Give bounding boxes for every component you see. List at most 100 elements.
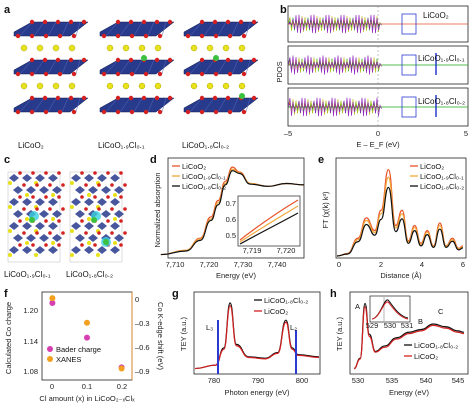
panel-label-g: g xyxy=(172,288,179,300)
co-l-legend-cl02: LiCoO₁.₈Cl₀.₂ xyxy=(264,296,308,305)
oxygen-atom xyxy=(212,19,218,25)
oxygen-atom xyxy=(129,71,135,77)
panel-label-h: h xyxy=(330,288,337,300)
co-l-legend-licoo2: LiCoO₂ xyxy=(264,307,288,316)
oxygen-atom xyxy=(22,207,26,211)
oxygen-atom xyxy=(115,19,121,25)
oxygen-atom xyxy=(29,71,35,77)
xanes-frame xyxy=(167,157,305,259)
oxygen-atom xyxy=(106,195,110,199)
oxygen-atom xyxy=(106,219,110,223)
oxygen-atom xyxy=(213,109,219,115)
oxygen-atom xyxy=(185,71,191,77)
oxygen-atom xyxy=(18,243,22,247)
slab-edge xyxy=(133,59,143,75)
o-k-xlabel: Energy (eV) xyxy=(389,388,430,397)
cobalt-oxide-slab xyxy=(99,59,175,75)
oxygen-atom xyxy=(44,171,48,175)
oxygen-atom xyxy=(55,95,61,101)
oxygen-atom xyxy=(119,195,123,199)
oxygen-atom xyxy=(61,207,65,211)
lithium-atom xyxy=(238,44,246,52)
oxygen-atom xyxy=(71,33,77,39)
oxygen-atom xyxy=(71,71,77,77)
oxygen-atom xyxy=(57,71,63,77)
cobalt-octahedron xyxy=(35,246,45,254)
charge-ytick-r0: 0 xyxy=(135,295,139,304)
charge-ylabel-left: Calculated Co charge xyxy=(4,302,13,374)
cobalt-octahedron xyxy=(88,234,98,242)
lithium-atom xyxy=(20,82,28,90)
panel-label-e: e xyxy=(318,154,324,166)
lithium-atom xyxy=(122,44,130,52)
bader-point xyxy=(84,334,90,341)
oxygen-atom xyxy=(57,243,61,247)
lithium-atom xyxy=(138,44,146,52)
slab-edge xyxy=(75,59,81,75)
cobalt-octahedron xyxy=(75,210,85,218)
cobalt-octahedron xyxy=(9,222,19,230)
oxygen-atom xyxy=(167,57,173,63)
xanes-inset-xtick-0: 7,719 xyxy=(243,246,262,255)
slab-edge xyxy=(105,97,119,113)
oxygen-atom xyxy=(68,19,74,25)
slab-edge xyxy=(47,97,57,113)
o-k-xtick-1: 535 xyxy=(386,376,399,385)
cobalt-octahedron xyxy=(13,210,23,218)
oxygen-atom xyxy=(42,19,48,25)
o-k-ylabel: TEY (a.u.) xyxy=(335,316,344,351)
co-l-ylabel: TEY (a.u.) xyxy=(179,316,188,351)
pdos-trace xyxy=(287,14,382,34)
o-k-inset-xtick-1: 530 xyxy=(384,321,397,330)
chlorine-atom xyxy=(239,93,245,99)
oxygen-atom xyxy=(48,231,52,235)
pdos-cb-peak xyxy=(401,54,417,76)
co-l-xlabel: Photon energy (eV) xyxy=(224,388,290,397)
lithium-atom xyxy=(51,217,55,221)
lithium-atom xyxy=(87,217,91,221)
panel-label-b: b xyxy=(280,4,287,16)
cobalt-oxide-slab xyxy=(13,97,89,113)
lithium-atom xyxy=(154,82,162,90)
slab-edge xyxy=(189,97,203,113)
xanes-plot xyxy=(160,166,305,256)
cobalt-octahedron xyxy=(48,222,58,230)
slab-edge xyxy=(231,59,239,75)
oxygen-atom xyxy=(199,71,205,77)
oxygen-atom xyxy=(35,183,39,187)
pdos-inset-licoo2: LiCoO₂ xyxy=(423,11,449,20)
xanes-legend-cl02: LiCoO₁.₈Cl₀.₂ xyxy=(182,182,226,191)
oxygen-atom xyxy=(225,57,231,63)
co-l-xtick-1: 790 xyxy=(252,376,265,385)
oxygen-atom xyxy=(185,33,191,39)
oxygen-atom xyxy=(93,195,97,199)
lithium-atom xyxy=(113,217,117,221)
series-line-1 xyxy=(336,176,463,257)
co-l-xtick-0: 780 xyxy=(208,376,221,385)
oxygen-atom xyxy=(42,57,48,63)
series-line-2 xyxy=(160,170,305,256)
oxygen-atom xyxy=(110,183,114,187)
oxygen-atom xyxy=(119,219,123,223)
series-line-2 xyxy=(336,186,463,257)
chlorine-atom xyxy=(91,217,97,223)
oxygen-atom xyxy=(199,19,205,25)
charge-ytick-l0: 1.20 xyxy=(23,306,38,315)
panel-label-d: d xyxy=(150,154,157,166)
lithium-atom xyxy=(190,44,198,52)
oxygen-atom xyxy=(241,71,247,77)
slab-edge xyxy=(231,97,239,113)
oxygen-atom xyxy=(119,171,123,175)
slab-edge xyxy=(47,21,57,37)
exafs-xtick-1: 2 xyxy=(379,260,383,269)
oxygen-atom xyxy=(123,207,127,211)
lithium-atom xyxy=(70,253,74,257)
oxygen-atom xyxy=(143,109,149,115)
oxygen-atom xyxy=(68,95,74,101)
cobalt-octahedron xyxy=(22,198,32,206)
o-k-legend-licoo2: LiCoO₂ xyxy=(414,352,438,361)
pdos-traces xyxy=(287,6,468,126)
cobalt-octahedron xyxy=(97,222,107,230)
oxygen-atom xyxy=(18,219,22,223)
cobalt-octahedron xyxy=(101,210,111,218)
